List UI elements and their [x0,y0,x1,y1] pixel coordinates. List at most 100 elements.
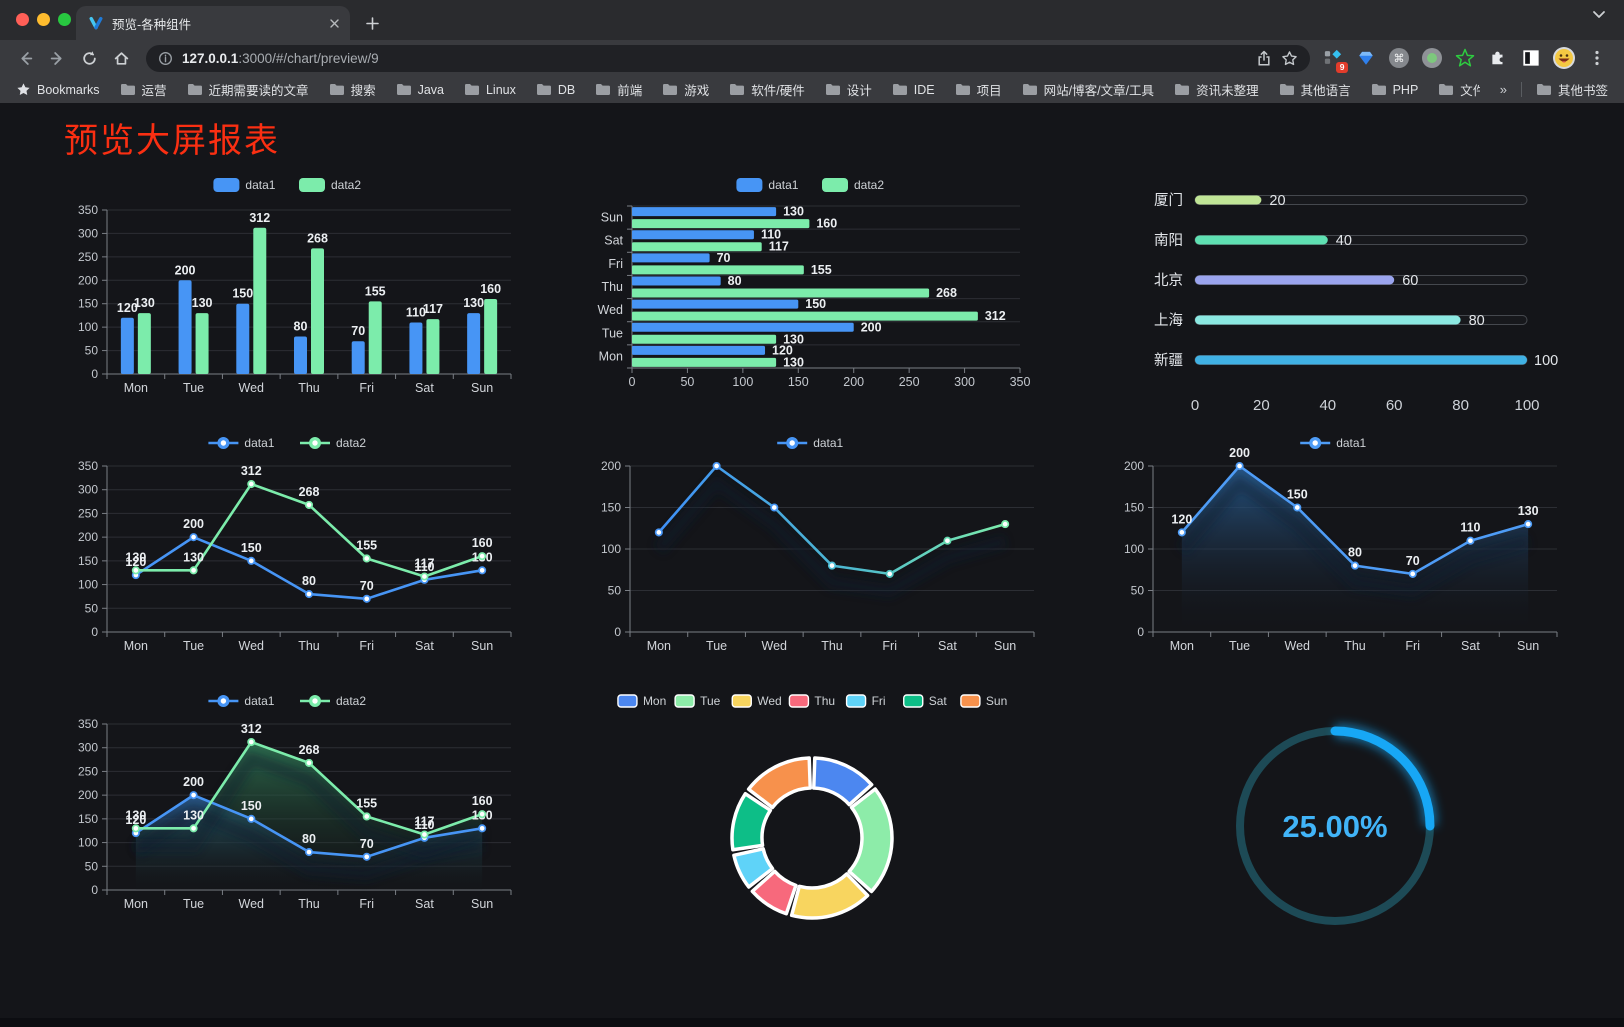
bookmarks-manager[interactable]: Bookmarks [16,82,100,97]
svg-text:Sat: Sat [415,381,434,395]
svg-text:200: 200 [183,517,204,531]
extension-command-icon[interactable]: ⌘ [1386,45,1412,71]
bookmarks-list: 运营 近期需要读的文章 搜索 Java Linux DB 前端 游戏 软件/硬件 设计 IDE 项目 网… [120,80,1480,99]
svg-text:250: 250 [78,250,98,264]
bookmark-folder[interactable]: Java [396,80,444,99]
svg-text:Thu: Thu [814,694,835,708]
extensions-puzzle-icon[interactable] [1485,45,1511,71]
bookmark-folder-label: 文件服务器 [1460,84,1480,98]
extension-gem-icon[interactable] [1353,45,1379,71]
tab-close-icon[interactable] [329,18,340,29]
minimize-window-button[interactable] [37,13,50,26]
bookmark-folder[interactable]: 运营 [120,80,167,99]
svg-text:0: 0 [629,375,636,389]
svg-text:70: 70 [360,579,374,593]
bookmark-folder-label: 资讯未整理 [1196,84,1259,98]
close-window-button[interactable] [16,13,29,26]
browser-tab[interactable]: 预览-各种组件 [76,6,350,40]
bookmark-folder[interactable]: Linux [464,80,516,99]
svg-text:Sat: Sat [604,234,623,248]
svg-text:70: 70 [717,251,731,265]
svg-text:Sat: Sat [1461,639,1480,653]
other-bookmarks-folder[interactable]: 其他书签 [1536,80,1608,99]
svg-text:110: 110 [761,228,781,242]
svg-text:Fri: Fri [882,639,897,653]
bookmark-folder[interactable]: 资讯未整理 [1174,80,1259,99]
reload-button[interactable] [74,43,104,73]
bookmark-star-icon[interactable] [1281,50,1298,67]
back-button[interactable] [10,43,40,73]
browser-menu-kebab-icon[interactable] [1584,45,1610,71]
folder-icon [1022,84,1037,95]
svg-text:130: 130 [1517,504,1538,518]
bookmarks-overflow-button[interactable]: » [1499,82,1507,97]
bookmark-folder[interactable]: IDE [892,80,935,99]
bookmark-folder[interactable]: 网站/博客/文章/工具 [1022,80,1154,99]
bookmark-folder-label: 网站/博客/文章/工具 [1043,84,1155,98]
svg-text:150: 150 [788,375,809,389]
extension-grid-diamond-icon[interactable]: 9 [1320,45,1348,73]
bookmark-folder-label: Java [417,82,444,97]
bookmark-folder[interactable]: 搜索 [329,80,376,99]
svg-text:130: 130 [783,205,804,219]
bookmarks-bar-right: » 其他书签 [1500,80,1608,99]
bookmark-folder[interactable]: 近期需要读的文章 [187,80,309,99]
svg-text:Mon: Mon [124,639,148,653]
extension-green-dot-icon[interactable] [1419,45,1445,71]
horizontal-bar-chart-cell: data1 data2 0 50 100 150 200 250 300 350 Sun 130 160… [563,170,1062,420]
bookmark-folder[interactable]: 文件服务器 [1438,80,1480,99]
svg-text:data1: data1 [245,694,275,708]
svg-text:Fri: Fri [360,381,375,395]
site-info-icon[interactable] [158,51,173,66]
extension-emoji-icon[interactable] [1551,45,1577,71]
browser-toolbar: 127.0.0.1:3000/#/chart/preview/9 9 ⌘ [0,40,1624,76]
svg-text:155: 155 [811,263,832,277]
bookmark-folder[interactable]: 设计 [825,80,872,99]
svg-text:130: 130 [126,550,147,564]
svg-text:Thu: Thu [821,639,843,653]
svg-text:0: 0 [92,625,99,639]
svg-text:Sun: Sun [471,381,493,395]
address-bar[interactable]: 127.0.0.1:3000/#/chart/preview/9 [146,44,1310,72]
svg-text:100: 100 [78,578,98,592]
gradient-line-chart: data1 0 50 100 150 200 Mon Tue Wed Thu Fri Sat Sun [601,436,1035,653]
svg-text:312: 312 [241,722,262,736]
svg-text:120: 120 [126,555,147,569]
extension-sidebar-icon[interactable] [1518,45,1544,71]
new-tab-button[interactable] [358,9,386,37]
svg-text:150: 150 [78,554,98,568]
progress-bar-chart: 厦门 20 南阳 40 北京 60 上海 80 新疆 100 0 20 40 60 80 100 [1154,192,1558,414]
folder-icon [187,84,202,95]
bookmark-folder[interactable]: 软件/硬件 [729,80,805,99]
url-text: 127.0.0.1:3000/#/chart/preview/9 [182,51,379,66]
folder-icon [1536,84,1551,95]
svg-text:150: 150 [233,287,254,301]
extension-star-icon[interactable] [1452,45,1478,71]
svg-text:Wed: Wed [757,694,781,708]
share-icon[interactable] [1256,50,1272,67]
bookmark-folder[interactable]: 游戏 [662,80,709,99]
bookmark-folder[interactable]: PHP [1371,80,1418,99]
svg-text:110: 110 [415,818,435,832]
folder-icon [955,84,970,95]
svg-text:40: 40 [1319,397,1336,414]
svg-text:300: 300 [78,741,98,755]
svg-text:150: 150 [601,501,621,515]
bookmark-folder[interactable]: 前端 [595,80,642,99]
home-button[interactable] [106,43,136,73]
svg-text:Sun: Sun [994,639,1016,653]
svg-text:200: 200 [601,459,621,473]
tab-search-chevron-icon[interactable] [1592,10,1606,19]
bookmark-folder[interactable]: DB [536,80,575,99]
svg-text:data1: data1 [768,178,798,192]
bookmark-folder[interactable]: 项目 [955,80,1002,99]
bookmark-folder-label: 近期需要读的文章 [208,84,309,98]
forward-button[interactable] [42,43,72,73]
zoom-window-button[interactable] [58,13,71,26]
site-favicon [88,15,104,31]
svg-text:312: 312 [241,464,262,478]
svg-text:70: 70 [1405,554,1419,568]
bookmark-folder[interactable]: 其他语言 [1279,80,1351,99]
svg-text:Thu: Thu [299,639,321,653]
